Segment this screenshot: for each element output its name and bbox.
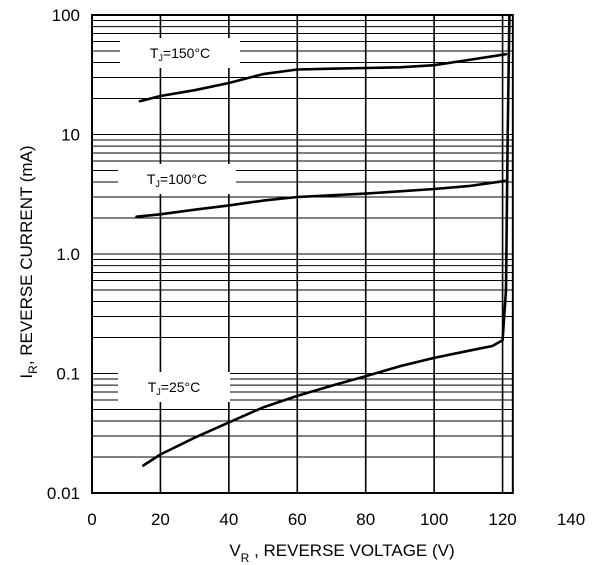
y-tick-label: 100 [52, 6, 80, 25]
series-label-suffix: =100°C [160, 171, 207, 187]
x-tick-label: 0 [87, 510, 96, 529]
y-tick-label: 1.0 [56, 245, 80, 264]
x-tick-label: 40 [219, 510, 238, 529]
y-tick-label: 10 [61, 126, 80, 145]
series-label-backgrounds [118, 38, 240, 402]
x-axis-title: VR , REVERSE VOLTAGE (V) [229, 541, 454, 565]
series-labels: TJ=150°CTJ=100°CTJ=25°C [147, 45, 210, 397]
series-label-background [118, 372, 230, 402]
series-line [142, 13, 511, 467]
x-tick-label: 60 [288, 510, 307, 529]
x-tick-label: 120 [488, 510, 516, 529]
y-tick-label: 0.01 [47, 484, 80, 503]
curves [135, 13, 511, 467]
grid [92, 15, 513, 493]
x-axis-title-main: V [229, 541, 241, 560]
series-label: TJ=100°C [147, 171, 207, 189]
series-label: TJ=25°C [148, 379, 201, 397]
y-axis-title-rest: , REVERSE CURRENT (mA) [17, 145, 36, 365]
series-label-background [120, 38, 240, 68]
series-line [138, 52, 508, 103]
plot-frame [91, 14, 514, 494]
series-label: TJ=150°C [150, 45, 210, 63]
x-axis-title-sub: R [241, 551, 250, 565]
y-tick-labels: 0.01 0.1 1.0 10 100 [47, 6, 80, 503]
y-axis-title-main: I [17, 374, 36, 379]
series-label-sub: J [158, 53, 163, 63]
series-line [135, 179, 508, 218]
y-axis-title: IR, REVERSE CURRENT (mA) [17, 145, 40, 378]
y-tick-label: 0.1 [56, 365, 80, 384]
series-label-prefix: T [148, 379, 157, 395]
series-label-sub: J [155, 179, 160, 189]
y-axis-title-sub: R [26, 365, 40, 374]
series-label-suffix: =150°C [163, 45, 210, 61]
x-tick-label: 100 [420, 510, 448, 529]
series-label-prefix: T [147, 171, 156, 187]
x-tick-label: 140 [557, 510, 585, 529]
series-label-suffix: =25°C [161, 379, 200, 395]
x-tick-label: 20 [151, 510, 170, 529]
series-label-prefix: T [150, 45, 159, 61]
series-label-background [118, 164, 236, 194]
x-tick-labels: 0 20 40 60 80 100 120 140 [87, 510, 585, 529]
series-label-sub: J [156, 387, 161, 397]
x-axis-title-rest: , REVERSE VOLTAGE (V) [249, 541, 454, 560]
x-tick-label: 80 [356, 510, 375, 529]
